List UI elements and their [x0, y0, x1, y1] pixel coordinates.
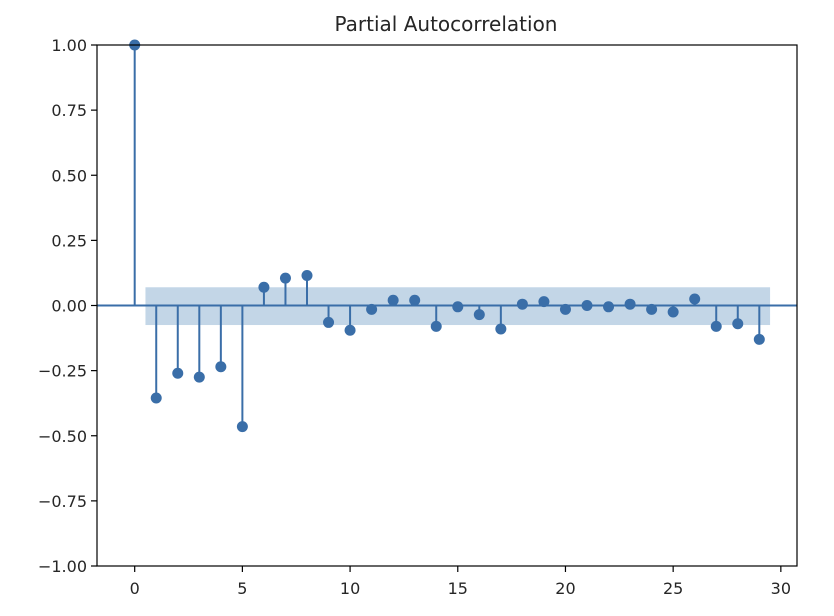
stem-marker-lag-22 [603, 301, 615, 313]
stem-marker-lag-26 [689, 293, 701, 305]
stem-marker-lag-13 [409, 294, 421, 306]
stem-marker-lag-4 [215, 361, 227, 373]
stem-marker-lag-29 [753, 333, 765, 345]
stem-marker-lag-12 [387, 294, 399, 306]
x-tick-label: 15 [448, 579, 468, 598]
x-tick-label: 10 [340, 579, 360, 598]
stem-marker-lag-28 [732, 318, 744, 330]
stem-marker-lag-16 [473, 309, 485, 321]
stem-marker-lag-21 [581, 300, 593, 311]
y-tick-label: 0.00 [51, 297, 87, 316]
y-tick-label: −0.75 [38, 492, 87, 511]
stem-marker-lag-10 [344, 324, 356, 336]
stem-marker-lag-5 [236, 421, 248, 433]
y-tick-label: −1.00 [38, 557, 87, 576]
stem-marker-lag-6 [258, 281, 270, 293]
stem-marker-lag-27 [710, 320, 722, 332]
stem-marker-lag-15 [452, 301, 464, 313]
chart-title: Partial Autocorrelation [335, 12, 558, 36]
stem-marker-lag-1 [150, 392, 162, 404]
stem-marker-lag-7 [279, 272, 291, 284]
y-tick-label: 1.00 [51, 36, 87, 55]
stem-marker-lag-2 [172, 367, 184, 379]
stem-marker-lag-3 [193, 371, 205, 383]
x-tick-label: 25 [663, 579, 683, 598]
stem-marker-lag-14 [430, 320, 442, 332]
stem-marker-lag-19 [538, 296, 550, 308]
tick-layer: 1.00 0.75 0.50 0.25 0.00 −0.25 −0.50 −0.75 −1.00… [38, 36, 791, 598]
stem-marker-lag-17 [495, 323, 507, 335]
stem-layer [129, 39, 765, 433]
stem-marker-lag-23 [624, 298, 636, 310]
stem-marker-lag-11 [366, 303, 378, 315]
x-tick-label: 0 [130, 579, 140, 598]
y-tick-label: 0.75 [51, 101, 87, 120]
y-tick-label: −0.50 [38, 427, 87, 446]
stem-marker-lag-18 [516, 298, 528, 310]
stem-marker-lag-9 [323, 316, 335, 328]
y-tick-label: 0.50 [51, 166, 87, 185]
stem-marker-lag-20 [559, 303, 571, 315]
x-tick-label: 30 [771, 579, 791, 598]
stem-marker-lag-8 [301, 270, 313, 282]
x-tick-label: 5 [237, 579, 247, 598]
stem-marker-lag-25 [667, 306, 679, 318]
stem-marker-lag-24 [646, 303, 658, 315]
x-tick-label: 20 [555, 579, 575, 598]
y-tick-label: 0.25 [51, 231, 87, 250]
y-tick-label: −0.25 [38, 362, 87, 381]
